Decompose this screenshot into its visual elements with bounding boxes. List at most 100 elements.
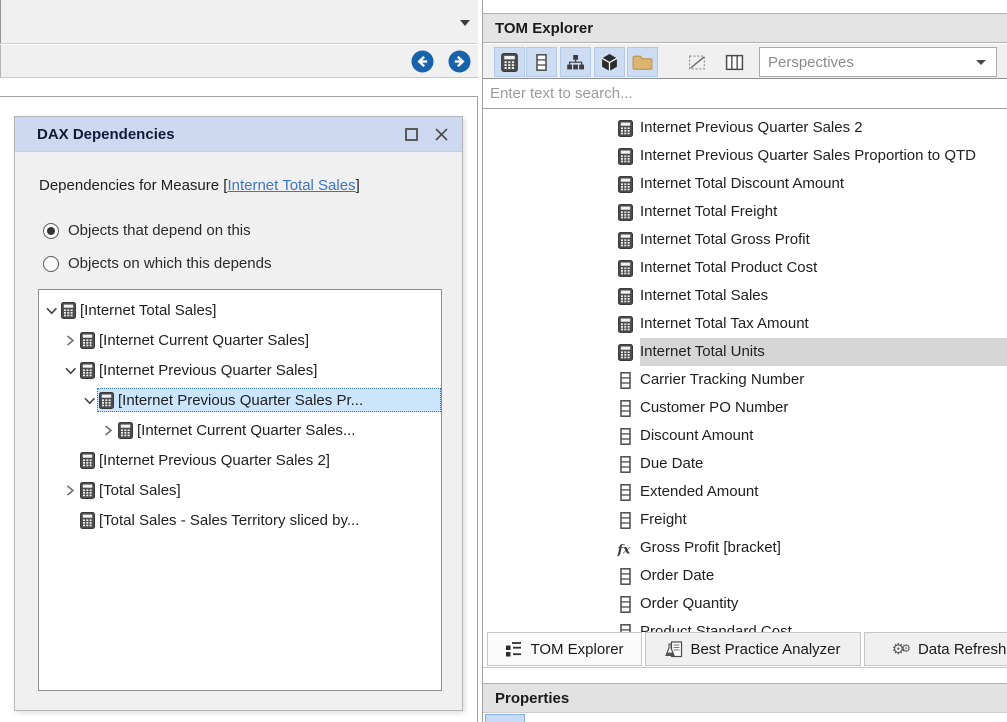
- forward-button[interactable]: [448, 50, 471, 73]
- measures-filter-button[interactable]: [494, 47, 525, 77]
- tree-node[interactable]: [Total Sales - Sales Territory sliced by…: [39, 505, 441, 535]
- tab-best-practice-analyzer[interactable]: Best Practice Analyzer: [645, 632, 861, 666]
- maximize-icon[interactable]: [405, 127, 418, 141]
- list-item[interactable]: Due Date: [483, 450, 1007, 478]
- gears-icon: ⚙⚙: [891, 640, 911, 658]
- list-item[interactable]: Internet Total Sales: [483, 282, 1007, 310]
- perspectives-combobox[interactable]: Perspectives: [759, 47, 997, 77]
- list-item[interactable]: Internet Previous Quarter Sales 2: [483, 114, 1007, 142]
- measure-icon: [617, 343, 633, 361]
- measure-icon: [80, 331, 95, 349]
- list-item-label: Internet Total Product Cost: [640, 259, 818, 276]
- tree-node[interactable]: [Internet Previous Quarter Sales Pr...: [39, 385, 441, 415]
- tab-data-refresh[interactable]: ⚙⚙ Data Refresh: [864, 632, 1007, 666]
- column-icon: [617, 399, 633, 417]
- list-item[interactable]: Internet Total Product Cost: [483, 254, 1007, 282]
- partitions-filter-button[interactable]: [594, 47, 625, 77]
- tree-node-content[interactable]: [Internet Previous Quarter Sales Pr...: [97, 388, 441, 412]
- tree-node-content[interactable]: [Total Sales]: [78, 478, 441, 502]
- search-input[interactable]: [483, 79, 1007, 109]
- perspectives-placeholder: Perspectives: [768, 53, 854, 71]
- column-icon: [617, 455, 633, 473]
- list-item[interactable]: Customer PO Number: [483, 394, 1007, 422]
- tree-node-content[interactable]: [Internet Current Quarter Sales...: [116, 418, 441, 442]
- properties-toolbar-button[interactable]: [485, 714, 525, 722]
- list-item[interactable]: Internet Total Discount Amount: [483, 170, 1007, 198]
- measure-icon: [61, 301, 76, 319]
- list-item[interactable]: Internet Previous Quarter Sales Proporti…: [483, 142, 1007, 170]
- dialog-titlebar[interactable]: DAX Dependencies: [15, 117, 462, 152]
- chevron-down-icon[interactable]: [81, 392, 97, 409]
- chevron-down-icon[interactable]: [460, 20, 470, 26]
- hierarchies-filter-button[interactable]: [560, 47, 591, 77]
- column-view-button[interactable]: [719, 47, 750, 77]
- tree-node[interactable]: [Internet Previous Quarter Sales]: [39, 355, 441, 385]
- list-item[interactable]: Order Date: [483, 562, 1007, 590]
- radio-option[interactable]: Objects that depend on this: [43, 214, 271, 247]
- tree-node[interactable]: [Internet Current Quarter Sales]: [39, 325, 441, 355]
- tree-node[interactable]: [Internet Total Sales]: [39, 295, 441, 325]
- navigation-bar: [0, 45, 478, 78]
- list-item-label: Internet Previous Quarter Sales Proporti…: [640, 147, 976, 164]
- list-item[interactable]: Internet Total Tax Amount: [483, 310, 1007, 338]
- tree-node-label: [Internet Previous Quarter Sales 2]: [99, 451, 330, 469]
- column-icon: [617, 483, 633, 501]
- list-item-label: Customer PO Number: [640, 399, 789, 416]
- left-toolbar-row: [0, 0, 478, 44]
- chevron-down-icon[interactable]: [43, 302, 59, 319]
- measure-icon: [617, 203, 633, 221]
- tree-node-content[interactable]: [Internet Previous Quarter Sales]: [78, 358, 441, 382]
- list-item[interactable]: Freight: [483, 506, 1007, 534]
- column-icon: [617, 567, 633, 585]
- measure-icon: [617, 231, 633, 249]
- tree-node-content[interactable]: [Internet Current Quarter Sales]: [78, 328, 441, 352]
- list-item[interactable]: Internet Total Gross Profit: [483, 226, 1007, 254]
- radio-button[interactable]: [43, 222, 59, 239]
- list-item-label: Internet Total Sales: [640, 287, 769, 304]
- list-item[interactable]: Internet Total Freight: [483, 198, 1007, 226]
- list-item[interactable]: Order Quantity: [483, 590, 1007, 618]
- tree-node-content[interactable]: [Internet Total Sales]: [59, 298, 441, 322]
- tree-node-content[interactable]: [Total Sales - Sales Territory sliced by…: [78, 508, 441, 532]
- list-item[interactable]: Carrier Tracking Number: [483, 366, 1007, 394]
- columns-filter-button[interactable]: [526, 47, 557, 77]
- measure-icon: [80, 481, 95, 499]
- tree-node-label: [Internet Current Quarter Sales...: [137, 421, 356, 439]
- radio-button[interactable]: [43, 255, 59, 272]
- tree-node[interactable]: [Internet Previous Quarter Sales 2]: [39, 445, 441, 475]
- tree-node[interactable]: [Internet Current Quarter Sales...: [39, 415, 441, 445]
- measure-icon: [99, 391, 114, 409]
- dependency-tree: [Internet Total Sales] [Internet Current …: [38, 289, 442, 691]
- list-item-label: Internet Total Discount Amount: [640, 175, 845, 192]
- tree-node-content[interactable]: [Internet Previous Quarter Sales 2]: [78, 448, 441, 472]
- radio-option[interactable]: Objects on which this depends: [43, 247, 271, 280]
- tree-node-label: [Total Sales - Sales Territory sliced by…: [99, 511, 360, 529]
- close-icon[interactable]: [434, 127, 449, 142]
- tree-node[interactable]: [Total Sales]: [39, 475, 441, 505]
- measure-link[interactable]: Internet Total Sales: [227, 177, 356, 194]
- list-item-label: Gross Profit [bracket]: [640, 539, 781, 556]
- measure-icon: [80, 451, 95, 469]
- list-item-label: Freight: [640, 511, 687, 528]
- list-item[interactable]: Discount Amount: [483, 422, 1007, 450]
- cube-icon: [600, 53, 619, 72]
- chevron-right-icon[interactable]: [62, 332, 78, 349]
- list-item[interactable]: Extended Amount: [483, 478, 1007, 506]
- chevron-right-icon[interactable]: [100, 422, 116, 439]
- chevron-right-icon[interactable]: [62, 482, 78, 499]
- list-item-label: Internet Total Freight: [640, 203, 778, 220]
- svg-text:fx: fx: [617, 541, 631, 556]
- list-item[interactable]: Internet Total Units: [483, 338, 1007, 366]
- folders-filter-button[interactable]: [627, 47, 658, 77]
- back-button[interactable]: [411, 50, 434, 73]
- hidden-objects-filter-button[interactable]: [682, 47, 713, 77]
- tab-tom-explorer[interactable]: TOM Explorer: [487, 632, 642, 666]
- column-icon: [617, 427, 633, 445]
- list-item[interactable]: Product Standard Cost: [483, 618, 1007, 632]
- measure-icon: [617, 259, 633, 277]
- column-icon: [617, 623, 633, 632]
- chevron-down-icon[interactable]: [62, 362, 78, 379]
- list-item-label: Order Quantity: [640, 595, 739, 612]
- list-item-label: Order Date: [640, 567, 715, 584]
- list-item[interactable]: fx Gross Profit [bracket]: [483, 534, 1007, 562]
